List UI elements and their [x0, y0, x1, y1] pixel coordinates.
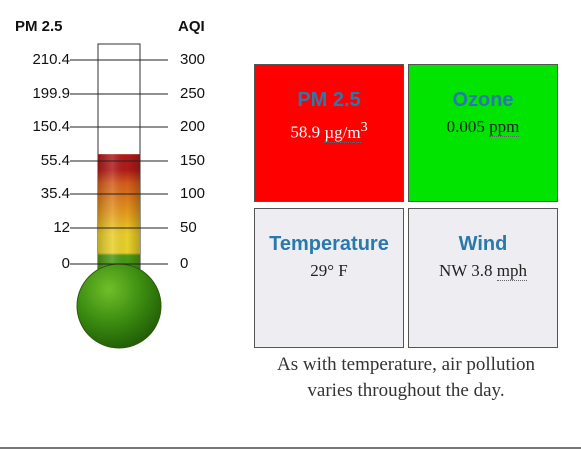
- bottom-divider: [0, 447, 581, 449]
- pm25-tick-label: 0: [61, 255, 70, 272]
- aqi-tick-label: 100: [180, 185, 206, 202]
- ozone-tile: Ozone 0.005 ppm: [408, 64, 558, 202]
- aqi-thermometer: [70, 43, 168, 349]
- aqi-tick-label: 250: [180, 85, 206, 102]
- figure-caption: As with temperature, air pollution varie…: [276, 354, 536, 401]
- wind-tile-value: NW 3.8 mph: [439, 261, 527, 281]
- pm25-tick-label: 12: [53, 219, 70, 236]
- wind-tile: Wind NW 3.8 mph: [408, 208, 558, 348]
- pm25-tick-label: 150.4: [32, 118, 70, 135]
- pm25-tick-label: 210.4: [32, 51, 70, 68]
- aqi-tick-label: 150: [180, 152, 206, 169]
- aqi-scale-header: AQI: [178, 18, 205, 35]
- temperature-tile: Temperature 29° F: [254, 208, 404, 348]
- aqi-tick-label: 0: [180, 255, 189, 272]
- pm25-scale-header: PM 2.5: [15, 18, 63, 35]
- pm25-unit-superscript: 3: [360, 119, 368, 135]
- aqi-tick-label: 300: [180, 51, 206, 68]
- pm25-tile-title: PM 2.5: [297, 89, 361, 111]
- temperature-tile-value: 29° F: [310, 261, 348, 280]
- pm25-tile: PM 2.5 58.9 µg/m3: [254, 64, 404, 202]
- pm25-tick-label: 35.4: [40, 185, 70, 202]
- ozone-tile-title: Ozone: [452, 89, 514, 111]
- pm25-tick-label: 55.4: [40, 152, 70, 169]
- aqi-tick-label: 200: [180, 118, 206, 135]
- thermometer-fill-shading: [98, 154, 140, 284]
- pm25-unit[interactable]: µg/m: [324, 122, 361, 143]
- ozone-unit[interactable]: ppm: [489, 117, 520, 137]
- thermometer-ticks: [70, 59, 168, 265]
- ozone-tile-value: 0.005 ppm: [446, 117, 520, 137]
- wind-unit[interactable]: mph: [496, 261, 527, 281]
- pm25-tick-label: 199.9: [32, 85, 70, 102]
- aqi-tick-label: 50: [180, 219, 197, 236]
- wind-tile-title: Wind: [458, 233, 508, 255]
- pm25-tile-value: 58.9 µg/m3: [290, 119, 368, 143]
- thermometer-bulb: [76, 263, 162, 349]
- temperature-tile-title: Temperature: [269, 233, 389, 255]
